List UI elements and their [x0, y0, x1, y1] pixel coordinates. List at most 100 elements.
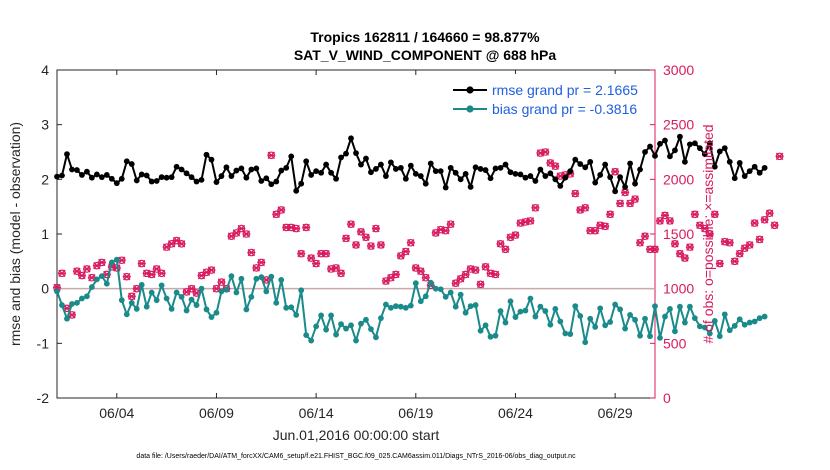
bias-point	[238, 275, 245, 282]
bias-point	[682, 319, 688, 326]
bias-point	[79, 295, 85, 302]
bias-point	[178, 293, 185, 300]
rmse-point	[682, 158, 688, 165]
rmse-point	[696, 145, 703, 152]
x-tick-label: 06/04	[99, 405, 134, 421]
rmse-point	[283, 164, 290, 171]
obs-point	[217, 278, 226, 286]
obs-point	[611, 167, 620, 176]
obs-point	[526, 217, 535, 225]
bias-point	[706, 330, 713, 337]
bias-point	[457, 291, 464, 298]
rmse-point	[751, 163, 758, 170]
rmse-point	[203, 151, 210, 158]
obs-point	[735, 249, 744, 258]
bias-point	[602, 322, 609, 329]
obs-point	[725, 238, 734, 247]
bias-point	[98, 273, 105, 279]
bias-point	[228, 273, 235, 279]
bias-point	[198, 285, 205, 292]
obs-point	[705, 230, 714, 238]
obs-point	[601, 222, 610, 231]
rmse-point	[627, 160, 633, 167]
obs-point	[207, 266, 216, 274]
rmse-point	[552, 176, 559, 183]
plot-area	[56, 69, 656, 399]
bias-point	[677, 303, 683, 310]
rmse-point	[348, 135, 354, 142]
bias-point	[402, 304, 409, 311]
bias-point	[253, 275, 260, 282]
bias-point	[522, 307, 529, 314]
rmse-point	[497, 164, 504, 171]
bias-point	[338, 321, 344, 328]
bias-point	[437, 286, 444, 293]
rmse-point	[328, 169, 334, 176]
obs-point	[212, 284, 221, 293]
rmse-point	[437, 168, 444, 175]
rmse-point	[123, 158, 130, 165]
rmse-point	[407, 162, 414, 169]
obs-point	[292, 224, 301, 233]
rmse-point	[537, 166, 544, 173]
bias-point	[701, 324, 708, 331]
bias-point	[527, 295, 534, 302]
bias-point	[373, 334, 379, 341]
rmse-point	[602, 161, 609, 168]
rmse-point	[612, 188, 619, 195]
rmse-point	[706, 140, 713, 147]
y-tick-label: -1	[37, 335, 50, 351]
rmse-point	[701, 151, 708, 158]
obs-point	[690, 210, 699, 219]
rmse-point	[617, 174, 624, 181]
rmse-point	[492, 165, 499, 172]
bias-point	[363, 316, 369, 323]
bias-point	[223, 286, 230, 293]
rmse-point	[517, 171, 524, 178]
y2-tick-label: 1000	[663, 281, 694, 297]
obs-point	[97, 258, 106, 267]
bias-point	[263, 288, 270, 295]
obs-point	[571, 189, 580, 198]
bias-point	[383, 301, 389, 308]
bias-point	[547, 321, 554, 328]
rmse-point	[647, 143, 653, 150]
bias-point	[577, 313, 584, 319]
rmse-point	[253, 165, 260, 172]
obs-point	[660, 211, 669, 220]
rmse-point	[183, 170, 190, 177]
bias-point	[482, 322, 489, 329]
obs-point	[366, 242, 375, 250]
rmse-point	[153, 178, 160, 184]
obs-point	[401, 247, 410, 256]
y-tick-label: 2	[41, 171, 49, 187]
obs-point	[57, 269, 66, 278]
y-axis-label: rmse and bias (model - observation)	[7, 122, 23, 346]
rmse-point	[303, 158, 310, 165]
rmse-point	[502, 161, 509, 168]
bias-point	[173, 289, 180, 296]
rmse-point	[657, 140, 663, 147]
rmse-point	[378, 161, 384, 168]
bias-point	[64, 315, 70, 322]
rmse-point	[358, 161, 364, 168]
bias-point	[103, 280, 110, 287]
rmse-point	[373, 166, 379, 172]
bias-point	[532, 313, 539, 320]
obs-point	[127, 292, 136, 301]
rmse-point	[258, 178, 265, 184]
rmse-point	[193, 178, 200, 185]
bias-point	[323, 326, 329, 333]
bias-point	[193, 302, 200, 308]
rmse-point	[173, 163, 180, 170]
rmse-point	[487, 175, 494, 182]
rmse-point	[248, 166, 255, 173]
rmse-point	[273, 178, 280, 185]
obs-point	[491, 270, 500, 279]
rmse-point	[363, 155, 369, 162]
rmse-point	[447, 164, 454, 171]
rmse-point	[93, 171, 100, 178]
obs-point	[775, 152, 784, 161]
obs-point	[252, 264, 261, 272]
bias-point	[243, 306, 250, 313]
